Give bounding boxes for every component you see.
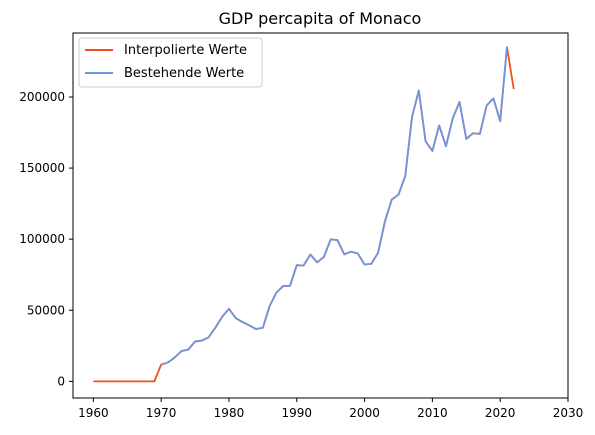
y-tick-label: 50000 (27, 303, 65, 317)
plot-lines (93, 47, 513, 381)
y-axis: 0 50000 100000 150000 200000 (19, 90, 73, 388)
chart-title: GDP percapita of Monaco (219, 9, 422, 28)
y-tick-label: 200000 (19, 90, 65, 104)
x-tick-label: 2020 (485, 406, 516, 420)
x-tick-label: 1980 (214, 406, 245, 420)
x-tick-label: 1970 (146, 406, 177, 420)
y-tick-label: 100000 (19, 232, 65, 246)
x-tick-label: 2000 (349, 406, 380, 420)
x-tick-label: 2010 (417, 406, 448, 420)
x-tick-label: 1990 (281, 406, 312, 420)
series-line-existing (161, 47, 507, 364)
x-tick-label: 1960 (78, 406, 109, 420)
legend: Interpolierte Werte Bestehende Werte (79, 38, 262, 87)
series-line-interpolated (93, 47, 513, 381)
legend-label-existing: Bestehende Werte (124, 66, 244, 81)
x-tick-label: 2030 (553, 406, 584, 420)
legend-label-interpolated: Interpolierte Werte (124, 43, 247, 58)
y-tick-label: 150000 (19, 161, 65, 175)
axes-frame (73, 33, 568, 398)
x-axis: 1960 1970 1980 1990 2000 2010 2020 2030 (78, 398, 583, 420)
y-tick-label: 0 (57, 374, 65, 388)
